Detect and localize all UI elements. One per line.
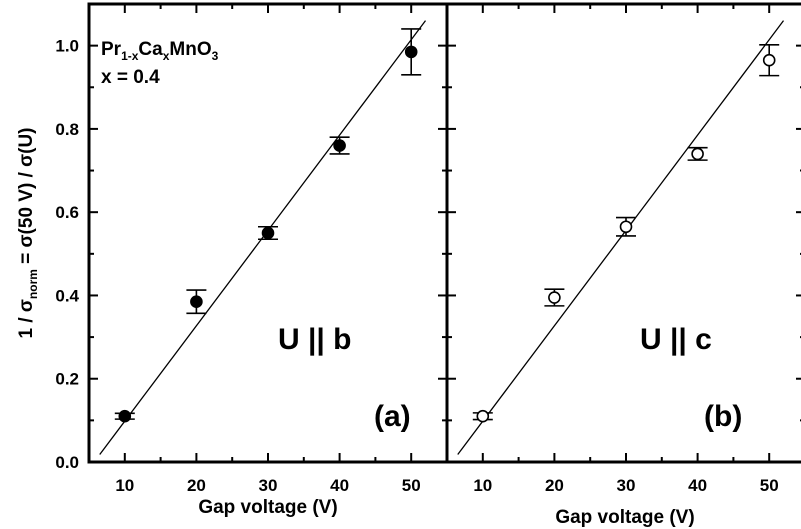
panel-a-ticks — [89, 3, 447, 463]
panel-b-x-tick-labels: 10 20 30 40 50 — [473, 476, 778, 495]
x-tick-label: 50 — [760, 476, 779, 495]
x-tick-label: 10 — [473, 476, 492, 495]
data-point — [261, 226, 275, 240]
data-point — [333, 139, 346, 152]
panel-b-annotation: U || c — [640, 323, 712, 356]
data-point — [619, 220, 633, 234]
panel-b-fit-line — [457, 20, 785, 455]
panel-b-x-axis-label: Gap voltage (V) — [555, 507, 694, 528]
x-tick-label: 30 — [617, 476, 636, 495]
x-tick-label: 50 — [402, 476, 421, 495]
data-point — [476, 409, 490, 423]
x-tick-label: 20 — [187, 476, 206, 495]
panel-a-label: (a) — [374, 400, 411, 433]
panel-a-x-tick-labels: 10 20 30 40 50 — [115, 476, 420, 495]
y-tick-label: 0.4 — [55, 286, 79, 305]
y-axis-label: 1 / σnorm = σ(50 V) / σ(U) — [16, 127, 40, 338]
x-tick-label: 40 — [330, 476, 349, 495]
panel-b-data-points — [472, 44, 780, 423]
panel-a-x-axis-label: Gap voltage (V) — [198, 497, 337, 518]
y-tick-label: 0.6 — [55, 203, 79, 222]
y-tick-label: 0.0 — [55, 453, 79, 472]
data-point — [190, 295, 203, 309]
panel-a-annotation: U || b — [278, 323, 351, 356]
x-tick-label: 40 — [688, 476, 707, 495]
data-point — [404, 45, 418, 59]
panel-a-fit-line — [99, 20, 427, 455]
formula-label: Pr1-xCaxMnO3 — [101, 39, 219, 63]
composition-label: x = 0.4 — [101, 67, 160, 88]
x-tick-label: 30 — [259, 476, 278, 495]
data-point — [762, 53, 776, 67]
data-point — [118, 409, 132, 423]
x-tick-label: 20 — [545, 476, 564, 495]
data-point — [691, 147, 704, 161]
y-tick-label: 0.8 — [55, 120, 79, 139]
panel-b-label: (b) — [704, 400, 742, 433]
y-tick-label: 0.2 — [55, 370, 79, 389]
x-tick-label: 10 — [115, 476, 134, 495]
y-tick-labels: 0.0 0.2 0.4 0.6 0.8 1.0 — [55, 37, 79, 472]
panel-a-data-points — [114, 28, 422, 423]
data-point — [548, 291, 561, 304]
y-tick-label: 1.0 — [55, 37, 79, 56]
